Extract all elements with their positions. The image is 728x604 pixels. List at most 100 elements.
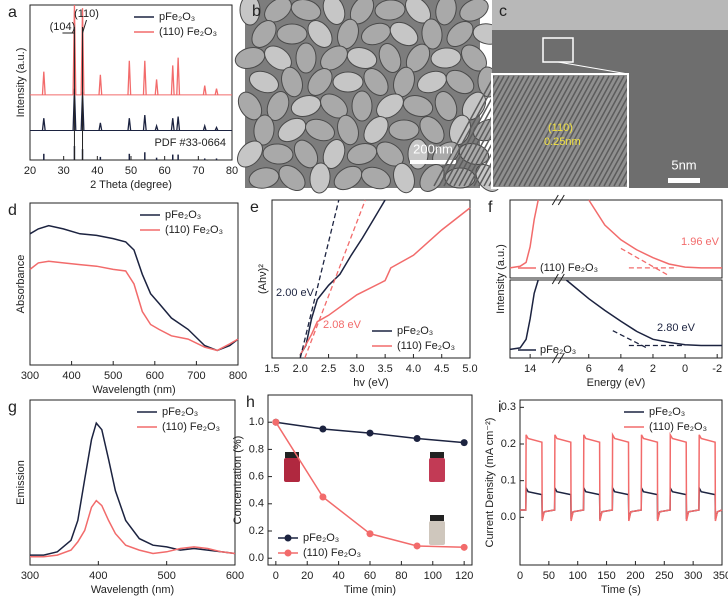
x-tick-label: 14	[524, 363, 536, 375]
scale-bar	[410, 160, 456, 164]
y-tick-label: 0.2	[249, 525, 264, 537]
peak	[176, 57, 181, 95]
x-tick-label: 300	[684, 570, 702, 582]
panel-label: c	[499, 3, 507, 20]
sem-grain	[249, 70, 279, 94]
x-axis-title: hv (eV)	[353, 377, 388, 389]
sem-grain	[444, 167, 476, 189]
sem-grain	[333, 165, 363, 191]
point	[460, 543, 468, 551]
x-tick-label: 40	[91, 165, 103, 177]
sem-grain	[435, 0, 457, 26]
x-tick-label: 400	[62, 370, 80, 382]
x-tick-label: 50	[125, 165, 137, 177]
sem-grain	[266, 91, 290, 121]
y-axis-title: Emission	[15, 460, 27, 505]
sem-grain	[351, 90, 373, 122]
annotation: 2.80 eV	[657, 322, 696, 334]
series-line	[299, 207, 471, 356]
sem-grain	[305, 118, 335, 142]
y-tick-label: 0.0	[501, 511, 516, 523]
legend-label: (110) Fe₂O₃	[303, 547, 361, 559]
legend-label: (110) Fe₂O₃	[165, 224, 223, 236]
legend-label: pFe₂O₃	[159, 11, 195, 23]
plot-frame	[29, 202, 239, 366]
point	[413, 542, 421, 550]
sem-grain	[237, 140, 263, 168]
plot-frame	[29, 399, 236, 566]
sem-grain	[239, 0, 261, 26]
x-tick-label: 0	[517, 570, 523, 582]
fringe	[443, 75, 505, 187]
annotation: 2.00 eV	[276, 287, 315, 299]
plot-frame	[519, 399, 723, 566]
sem-grain	[374, 0, 406, 21]
peak	[214, 125, 219, 131]
legend-marker	[284, 534, 292, 542]
point	[272, 418, 280, 426]
vial-cap	[285, 452, 299, 458]
peak	[72, 4, 77, 95]
panel-label: h	[246, 394, 255, 411]
panel-label: a	[8, 4, 17, 21]
x-tick-label: 150	[597, 570, 615, 582]
fit-line	[299, 199, 340, 359]
peak	[170, 118, 175, 131]
sem-grain	[393, 162, 415, 194]
x-tick-label: 2.5	[321, 363, 336, 375]
series-line	[509, 199, 722, 269]
series-line	[29, 260, 239, 352]
fringe	[508, 75, 570, 187]
sem-grain	[251, 20, 277, 48]
x-tick-label: 300	[21, 370, 39, 382]
fringe	[483, 75, 545, 187]
peak	[154, 79, 159, 95]
panel-label: e	[250, 199, 259, 216]
sem-grain	[376, 93, 404, 119]
peak	[170, 65, 175, 95]
x-tick-label: 4.0	[406, 363, 421, 375]
y-tick-label: 0.6	[249, 471, 264, 483]
sem-grain	[389, 21, 419, 47]
peak	[202, 85, 207, 95]
tem-zoom-line	[557, 61, 629, 75]
point	[460, 439, 468, 447]
sem-grain	[307, 68, 333, 96]
fringe	[513, 75, 575, 187]
fringe	[433, 75, 495, 187]
reference-label: PDF #33-0664	[154, 137, 226, 149]
y-tick-label: 0.1	[501, 475, 516, 487]
peak	[142, 60, 147, 95]
sem-grain	[361, 166, 391, 190]
x-tick-label: 5.0	[462, 363, 477, 375]
legend-marker	[284, 549, 292, 557]
x-tick-label: 120	[455, 570, 473, 582]
peak	[127, 118, 132, 131]
sem-grain	[388, 119, 420, 141]
sem-grain	[253, 114, 275, 146]
x-tick-label: 20	[24, 165, 36, 177]
fringe	[548, 75, 610, 187]
x-tick-label: 100	[424, 570, 442, 582]
fringe	[498, 75, 560, 187]
point	[413, 435, 421, 443]
panel-label: d	[8, 202, 17, 219]
sem-grain	[378, 43, 402, 73]
legend-label: (110) Fe₂O₃	[397, 340, 455, 352]
sem-grain	[290, 0, 322, 21]
point	[319, 425, 327, 433]
peak-label: (104)	[50, 21, 76, 33]
fringe	[568, 75, 630, 187]
fringe	[473, 75, 535, 187]
x-tick-label: 0	[682, 363, 688, 375]
x-tick-label: 0	[273, 570, 279, 582]
fringe	[438, 75, 500, 187]
legend-label: pFe₂O₃	[165, 209, 201, 221]
vial-cap	[430, 515, 444, 521]
fringe	[448, 75, 510, 187]
sem-grain	[320, 45, 348, 71]
x-tick-label: 300	[21, 570, 39, 582]
plot-frame	[271, 199, 471, 359]
sem-grain	[295, 42, 317, 74]
